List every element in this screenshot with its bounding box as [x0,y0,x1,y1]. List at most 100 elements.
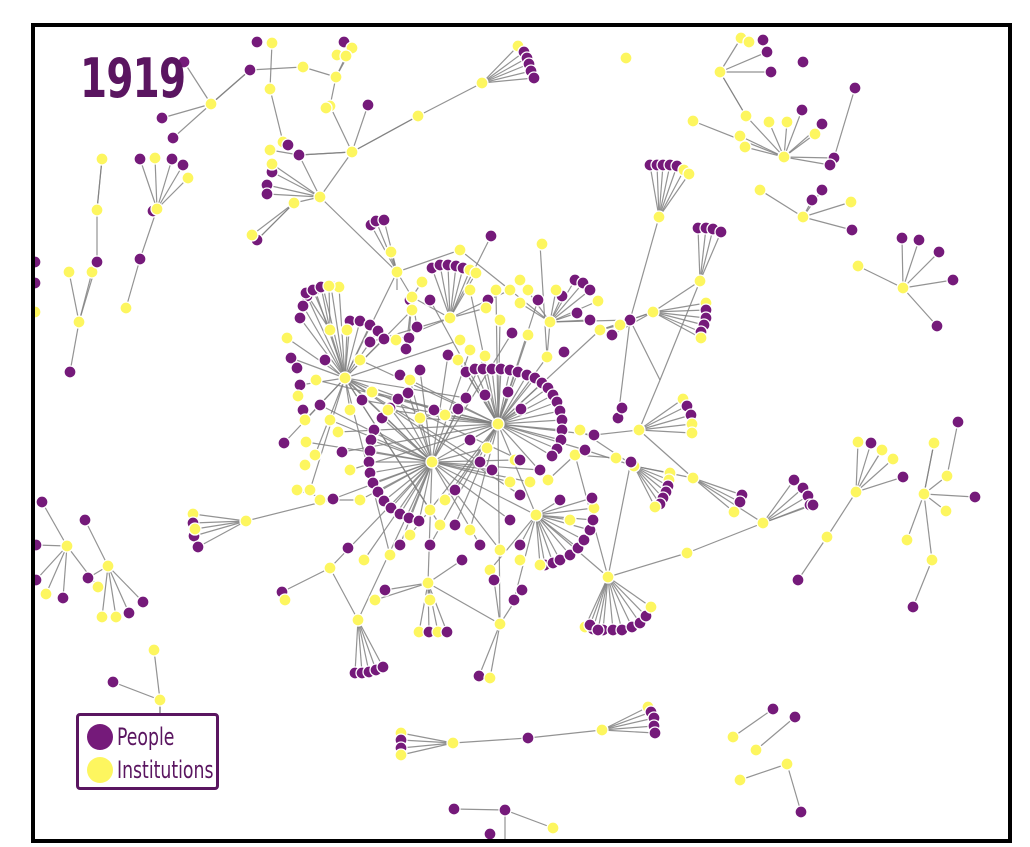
edge [427,582,448,633]
person-node [845,223,859,237]
edge [357,619,384,668]
edge [601,717,655,731]
person-node [507,593,521,607]
person-node [570,306,584,320]
institution-node [35,305,42,319]
person-node [932,245,946,259]
institution-node [351,613,365,627]
person-node [756,33,770,47]
institution-node [389,333,403,347]
institution-node [278,593,292,607]
institution-node [513,273,527,287]
person-node [906,600,920,614]
institution-node [313,190,327,204]
edge [607,576,633,628]
edge [652,280,701,313]
edge [375,220,398,273]
institution-node [39,587,53,601]
edge [96,158,103,211]
edge [629,319,661,381]
person-node [90,255,104,269]
institution-node [148,151,162,165]
edge [786,763,802,813]
person-node [585,491,599,505]
person-node [473,455,487,469]
person-node [815,183,829,197]
edge [418,582,429,633]
year-title: 1919 [80,47,186,110]
person-node [484,229,498,243]
edge [855,476,904,493]
person-node [35,573,43,587]
edge [652,311,702,333]
edge [400,732,454,744]
person-node [766,702,780,716]
edge [497,423,558,450]
edge [497,356,548,425]
person-node [155,111,169,125]
institution-node [463,343,477,357]
person-node [326,492,340,506]
person-node [930,319,944,333]
institution-node [291,389,305,403]
institution-node [917,487,931,501]
person-node [503,513,517,527]
edge [762,495,809,524]
institution-node [188,522,202,536]
edge [369,461,433,474]
institution-node [403,373,417,387]
institution-node [446,736,460,750]
person-node [133,152,147,166]
person-node [794,805,808,819]
institution-node [762,115,776,129]
institution-node [357,553,371,567]
person-node [447,802,461,816]
edge [855,458,894,493]
edge [692,477,735,513]
edge [607,465,631,578]
person-node [760,45,774,59]
person-node [896,470,910,484]
edge [638,379,661,431]
institution-node [323,561,337,575]
edge [35,545,68,581]
edge [535,514,541,566]
institution-node [648,500,662,514]
institution-node [646,305,660,319]
person-node [243,63,257,77]
edge [396,249,461,273]
edge [592,576,609,630]
edge [493,579,501,625]
person-node [384,501,398,515]
edge [638,429,694,479]
person-node [393,538,407,552]
edge [453,808,506,811]
person-node [459,391,473,405]
institution-node [415,275,429,289]
institution-node [851,435,865,449]
edge [629,216,660,321]
edge [855,441,859,493]
edge [312,289,331,331]
edge [658,164,664,218]
institution-node [593,323,607,337]
person-node [362,455,376,469]
person-node [378,583,392,597]
edge [906,493,925,541]
institution-node [90,203,104,217]
edge [266,193,321,198]
institution-node [808,127,822,141]
institution-node [319,101,333,115]
edge [601,706,649,731]
person-node [806,498,820,512]
edge [527,729,603,739]
edge [417,82,483,117]
edge [344,309,413,379]
edge [597,576,609,631]
person-node [483,827,497,839]
institution-node [533,558,547,572]
edge [489,623,501,679]
edge [431,461,537,516]
person-node [578,443,592,457]
institution-node [339,49,353,63]
